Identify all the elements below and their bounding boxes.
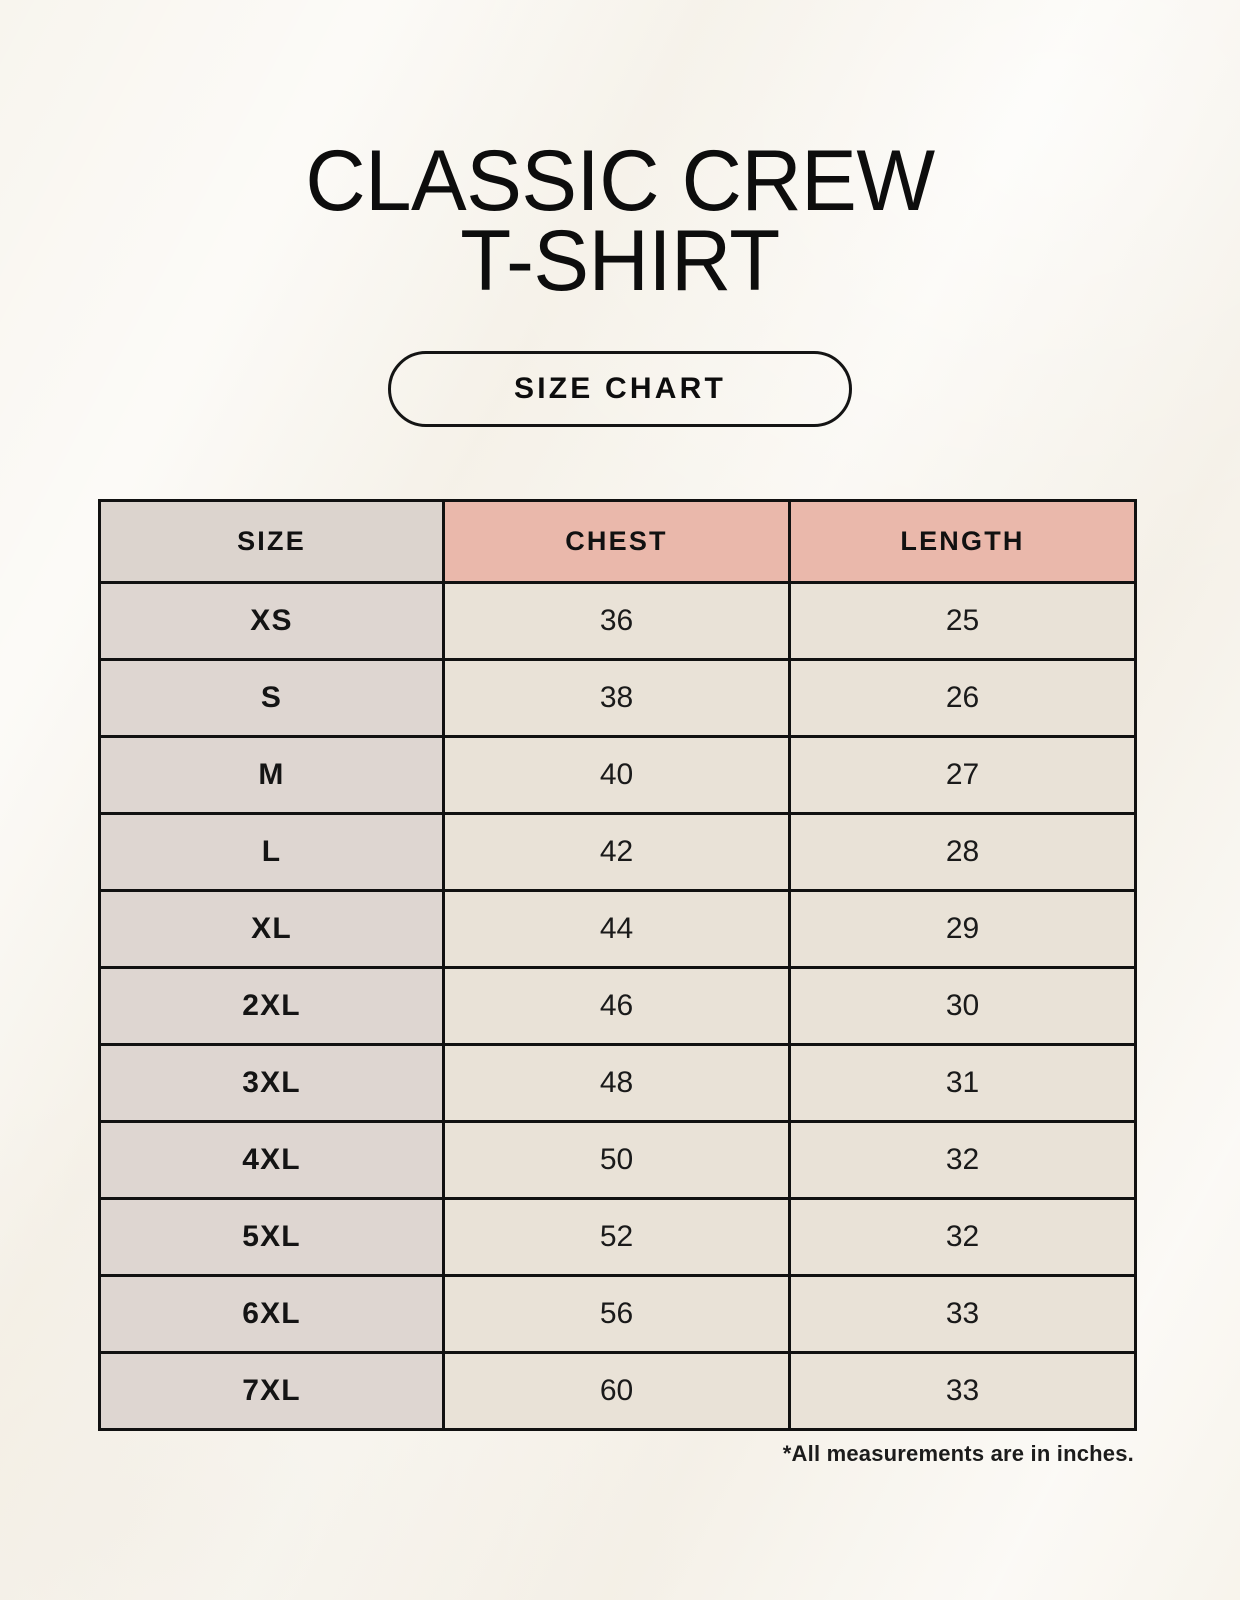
table-row: 4XL 50 32 [99,1121,1136,1200]
table-row: L 42 28 [99,813,1136,892]
cell-size: 4XL [99,1121,445,1200]
cell-chest: 36 [443,582,791,661]
cell-size: M [99,736,445,815]
page-title-line-2: T-SHIRT [460,212,780,309]
badge-container: SIZE CHART [0,351,1240,427]
cell-size: 5XL [99,1198,445,1277]
cell-chest: 52 [443,1198,791,1277]
cell-size: 6XL [99,1275,445,1354]
size-table-head: SIZE CHEST LENGTH [99,500,1136,584]
cell-length: 28 [789,813,1136,892]
column-header-length: LENGTH [789,500,1136,584]
table-row: 6XL 56 33 [99,1275,1136,1354]
cell-chest: 40 [443,736,791,815]
cell-chest: 56 [443,1275,791,1354]
cell-length: 32 [789,1121,1136,1200]
cell-length: 33 [789,1275,1136,1354]
cell-chest: 46 [443,967,791,1046]
cell-length: 26 [789,659,1136,738]
cell-chest: 44 [443,890,791,969]
cell-size: XS [99,582,445,661]
table-row: 3XL 48 31 [99,1044,1136,1123]
measurements-footnote: *All measurements are in inches. [782,1441,1134,1466]
page-title-line-1: CLASSIC CREW [305,132,935,229]
cell-length: 29 [789,890,1136,969]
table-row: 7XL 60 33 [99,1352,1136,1430]
table-row: XS 36 25 [99,582,1136,661]
table-row: S 38 26 [99,659,1136,738]
cell-chest: 48 [443,1044,791,1123]
cell-size: 2XL [99,967,445,1046]
cell-chest: 38 [443,659,791,738]
cell-chest: 42 [443,813,791,892]
size-table: SIZE CHEST LENGTH XS 36 25 S 38 26 M 40 27 L 42 28 X… [98,499,1137,1431]
cell-size: 7XL [99,1352,445,1430]
cell-chest: 50 [443,1121,791,1200]
table-row: 5XL 52 32 [99,1198,1136,1277]
table-row: 2XL 46 30 [99,967,1136,1046]
cell-length: 31 [789,1044,1136,1123]
cell-length: 25 [789,582,1136,661]
cell-size: S [99,659,445,738]
cell-size: 3XL [99,1044,445,1123]
cell-size: L [99,813,445,892]
column-header-size: SIZE [99,500,445,584]
cell-length: 33 [789,1352,1136,1430]
size-table-container: SIZE CHEST LENGTH XS 36 25 S 38 26 M 40 27 L 42 28 X… [98,499,1137,1431]
cell-chest: 60 [443,1352,791,1430]
cell-size: XL [99,890,445,969]
cell-length: 32 [789,1198,1136,1277]
cell-length: 30 [789,967,1136,1046]
column-header-chest: CHEST [443,500,791,584]
table-header-row: SIZE CHEST LENGTH [99,500,1136,584]
table-row: XL 44 29 [99,890,1136,969]
page-title: CLASSIC CREW T-SHIRT [19,132,1222,309]
cell-length: 27 [789,736,1136,815]
size-chart-badge: SIZE CHART [388,351,852,427]
size-table-body: XS 36 25 S 38 26 M 40 27 L 42 28 XL 44 29 2XL 46 30 3XL 48 3… [99,582,1136,1430]
table-row: M 40 27 [99,736,1136,815]
